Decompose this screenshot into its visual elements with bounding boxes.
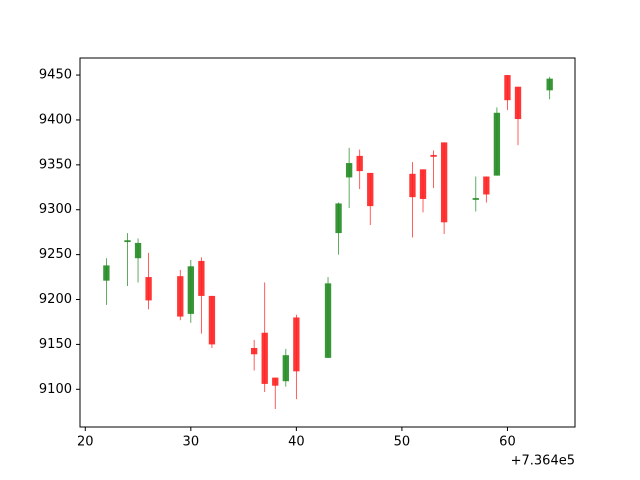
y-tick-label: 9200 bbox=[39, 292, 72, 307]
y-tick-label: 9450 bbox=[39, 68, 72, 83]
candle-body bbox=[409, 173, 416, 198]
candle-body bbox=[419, 169, 427, 199]
candle-body bbox=[250, 347, 258, 355]
candle-body bbox=[472, 198, 479, 200]
plot-frame bbox=[79, 57, 576, 428]
y-tick-label: 9400 bbox=[39, 112, 72, 127]
candle-body bbox=[145, 277, 152, 301]
x-tick-label: 60 bbox=[499, 435, 516, 450]
candle-body bbox=[198, 260, 205, 296]
candle-body bbox=[124, 240, 131, 243]
candle-body bbox=[261, 332, 268, 384]
candle-body bbox=[483, 176, 490, 195]
x-offset-label: +7.364e5 bbox=[511, 454, 575, 469]
candle-body bbox=[134, 242, 142, 259]
candle-body bbox=[514, 86, 522, 120]
candle-body bbox=[345, 163, 353, 178]
candle-body bbox=[335, 203, 342, 234]
candle-body bbox=[187, 266, 194, 314]
candle-body bbox=[546, 78, 553, 91]
y-tick-label: 9300 bbox=[39, 202, 72, 217]
y-tick-label: 9350 bbox=[39, 157, 72, 172]
y-tick-label: 9250 bbox=[39, 247, 72, 262]
x-tick-label: 30 bbox=[183, 435, 200, 450]
candle-body bbox=[177, 276, 184, 317]
y-tick-label: 9100 bbox=[39, 382, 72, 397]
x-tick-label: 40 bbox=[288, 435, 305, 450]
candle-body bbox=[430, 154, 437, 157]
candle-body bbox=[440, 142, 448, 223]
candle-body bbox=[208, 295, 216, 345]
candle-body bbox=[504, 75, 511, 101]
candle-body bbox=[493, 112, 501, 176]
x-tick-label: 50 bbox=[394, 435, 411, 450]
candle-body bbox=[367, 172, 374, 207]
candle-body bbox=[324, 283, 332, 358]
candle-body bbox=[103, 265, 110, 281]
candle-body bbox=[356, 155, 363, 172]
candle-body bbox=[272, 377, 279, 386]
candle-body bbox=[293, 317, 300, 372]
candle-body bbox=[282, 355, 289, 382]
y-tick-label: 9150 bbox=[39, 337, 72, 352]
x-tick-label: 20 bbox=[77, 435, 94, 450]
